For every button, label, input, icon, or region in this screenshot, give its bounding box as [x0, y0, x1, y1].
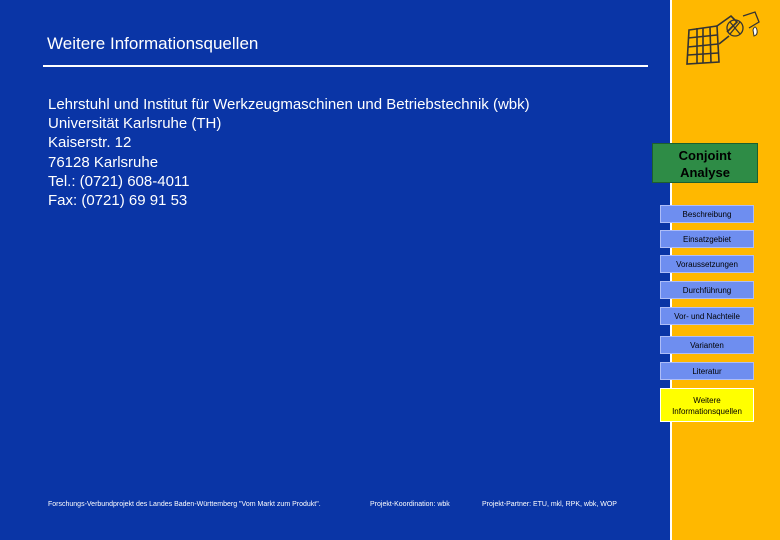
footer-coordination: Projekt-Koordination: wbk [370, 501, 450, 508]
page-title: Weitere Informationsquellen [47, 34, 259, 53]
nav-vor-und-nachteile[interactable]: Vor- und Nachteile [660, 307, 754, 325]
address-line-institute: Lehrstuhl und Institut für Werkzeugmasch… [48, 96, 530, 113]
nav-varianten[interactable]: Varianten [660, 336, 754, 354]
grid-puzzle-logo-icon [686, 11, 760, 65]
address-line-phone: Tel.: (0721) 608-4011 [48, 172, 190, 190]
title-divider [43, 65, 648, 67]
conjoint-analyse-label: Conjoint Analyse [652, 143, 758, 183]
nav-literatur[interactable]: Literatur [660, 362, 754, 380]
nav-einsatzgebiet[interactable]: Einsatzgebiet [660, 230, 754, 248]
nav-durchfuehrung[interactable]: Durchführung [660, 281, 754, 299]
nav-voraussetzungen[interactable]: Voraussetzungen [660, 255, 754, 273]
address-line-street: Kaiserstr. 12 [48, 134, 132, 152]
address-line-fax: Fax: (0721) 69 91 53 [48, 192, 188, 210]
nav-beschreibung[interactable]: Beschreibung [660, 205, 754, 223]
footer-project: Forschungs-Verbundprojekt des Landes Bad… [48, 501, 321, 508]
main-panel: Weitere Informationsquellen Lehrstuhl un… [0, 0, 670, 540]
address-block: Lehrstuhl und Institut für Werkzeugmasch… [48, 95, 530, 210]
address-line-university: Universität Karlsruhe (TH) [48, 115, 222, 133]
address-line-city: 76128 Karlsruhe [48, 153, 159, 171]
footer-partners: Projekt-Partner: ETU, mkl, RPK, wbk, WOP [482, 501, 617, 508]
nav-weitere-informationsquellen[interactable]: Weitere Informationsquellen [660, 388, 754, 422]
